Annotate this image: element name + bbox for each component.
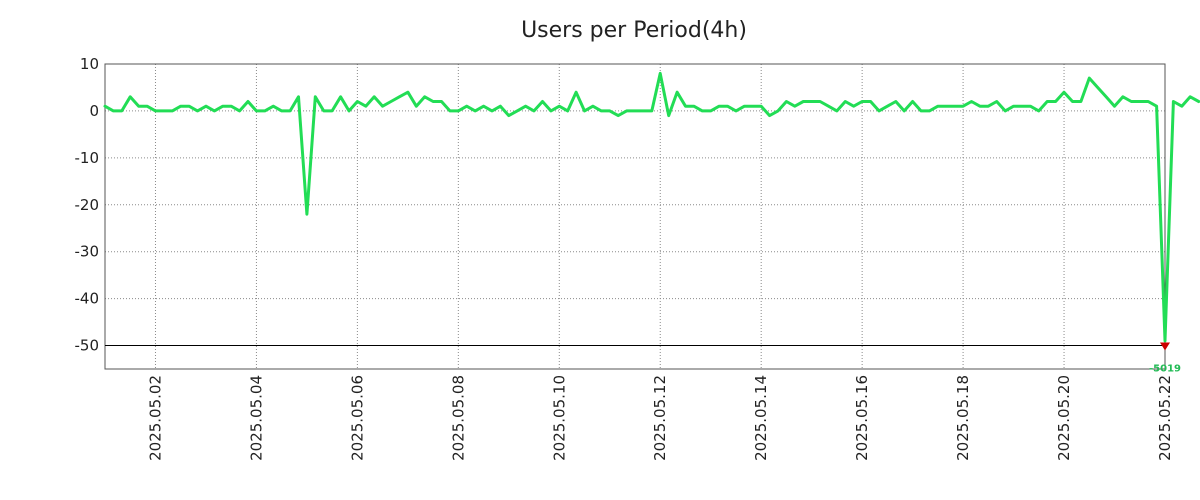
annotation-layer: -5019 bbox=[1149, 342, 1181, 375]
series-layer bbox=[103, 71, 1200, 343]
y-tick-label: 0 bbox=[89, 102, 99, 120]
y-tick-label: -50 bbox=[75, 337, 100, 355]
x-tick-label: 2025.05.10 bbox=[550, 375, 568, 461]
plot-area-frame bbox=[104, 63, 1166, 370]
x-tick-label: 2025.05.12 bbox=[651, 375, 669, 461]
y-tick-label: -40 bbox=[75, 290, 100, 308]
x-tick-label: 2025.05.20 bbox=[1055, 375, 1073, 461]
y-tick-label: 10 bbox=[80, 55, 99, 73]
min-value-label: -5019 bbox=[1149, 364, 1181, 375]
x-tick-label: 2025.05.16 bbox=[853, 375, 871, 461]
x-tick-label: 2025.05.04 bbox=[247, 375, 265, 461]
x-tick-label: 2025.05.22 bbox=[1156, 375, 1174, 461]
x-tick-label: 2025.05.06 bbox=[348, 375, 366, 461]
x-tick-label: 2025.05.08 bbox=[449, 375, 467, 461]
x-tick-label: 2025.05.14 bbox=[752, 375, 770, 461]
series-line bbox=[103, 71, 1200, 343]
y-tick-label: -10 bbox=[75, 149, 100, 167]
min-marker bbox=[1160, 342, 1170, 351]
chart-title: Users per Period(4h) bbox=[521, 18, 747, 43]
y-tick-label: -30 bbox=[75, 243, 100, 261]
y-tick-label: -20 bbox=[75, 196, 100, 214]
axes-layer: 10 0 -10 -20 -30 -40 -50 2025.05.02 2025.05.04 20… bbox=[75, 55, 1175, 461]
x-tick-label: 2025.05.02 bbox=[146, 375, 164, 461]
x-tick-label: 2025.05.18 bbox=[954, 375, 972, 461]
